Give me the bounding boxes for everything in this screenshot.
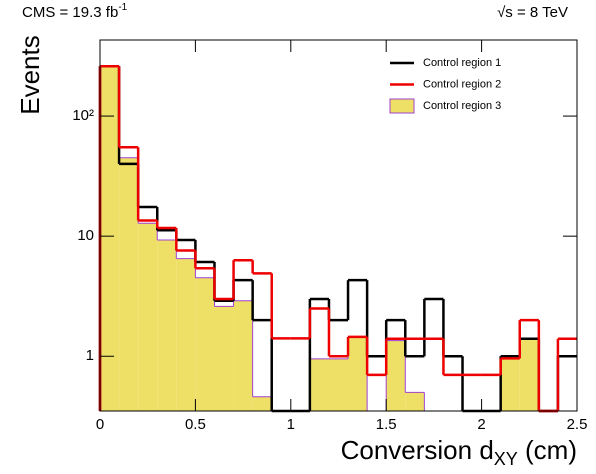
x-tick-label: 2 — [477, 416, 485, 433]
hist-bar — [119, 157, 139, 411]
hist-bar — [500, 356, 520, 411]
y-axis-label: Events — [15, 35, 45, 115]
hist-bar — [386, 340, 406, 411]
hist-bar — [214, 306, 234, 411]
hist-bar — [348, 336, 368, 411]
legend-label: Control region 3 — [423, 100, 501, 112]
hist-bar — [138, 223, 158, 411]
y-tick-label: 10 — [77, 227, 94, 244]
plot-frame — [99, 39, 578, 412]
hist-bar — [157, 239, 177, 411]
x-tick-label: 1.5 — [376, 416, 397, 433]
y-tick-label: 10² — [72, 107, 94, 124]
hist-bar — [252, 396, 272, 411]
x-axis-label: Conversion dXY (cm) — [341, 435, 577, 469]
series-0 — [99, 65, 577, 412]
x-tick-label: 0 — [96, 416, 104, 433]
y-tick-label: 1 — [86, 347, 94, 364]
legend-swatch — [389, 98, 415, 114]
legend-label: Control region 2 — [423, 78, 501, 90]
x-tick-label: 1 — [287, 416, 295, 433]
hist-bar — [405, 392, 425, 411]
hist-bar — [309, 358, 329, 411]
series-2 — [98, 64, 577, 413]
hist-bar — [100, 66, 120, 411]
title-right: √s = 8 TeV — [497, 4, 568, 21]
hist-bar — [195, 277, 215, 411]
title-left-main: CMS = 19.3 fb — [22, 4, 118, 21]
hist-bar — [233, 300, 253, 411]
title-left-sup: -1 — [118, 2, 127, 13]
title-left: CMS = 19.3 fb-1 — [22, 2, 128, 21]
x-label-main: Conversion d — [341, 435, 494, 465]
hist-bar — [519, 338, 539, 411]
hist-bar — [176, 258, 196, 411]
hist-bar — [328, 358, 349, 411]
x-label-suffix: (cm) — [518, 435, 577, 465]
x-tick-label: 2.5 — [567, 416, 588, 433]
x-tick-label: 0.5 — [185, 416, 206, 433]
x-label-sub: XY — [494, 449, 518, 469]
legend-label: Control region 1 — [423, 57, 501, 69]
